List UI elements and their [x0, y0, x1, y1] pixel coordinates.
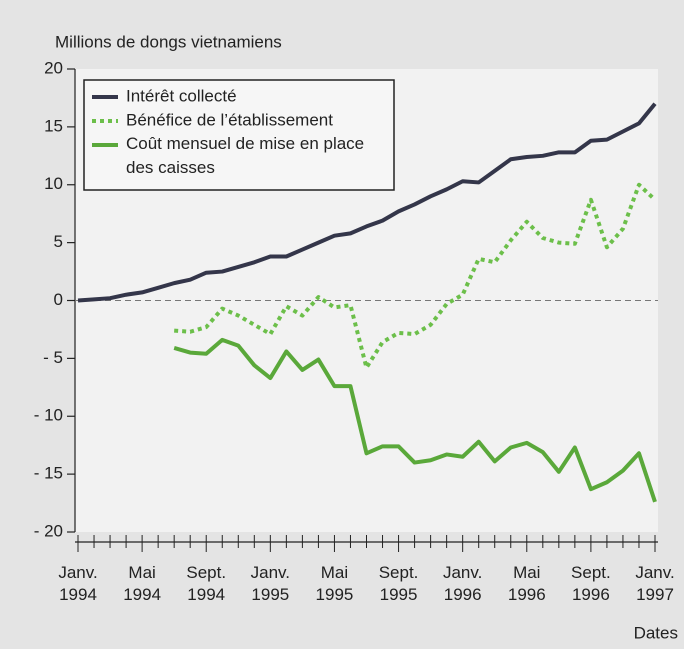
y-tick-label: 15	[44, 116, 63, 135]
legend-label: Intérêt collecté	[126, 86, 237, 105]
legend-box	[83, 79, 395, 191]
legend-line: Coût mensuel de mise en place	[126, 134, 364, 153]
y-axis-label: Millions de dongs vietnamiens	[55, 32, 282, 51]
x-tick-label: Sept. 1994	[186, 563, 227, 604]
series-line	[77, 102, 657, 303]
legend-line: des caisses	[126, 158, 215, 177]
x-tick-label: Sept. 1995	[378, 563, 419, 604]
legend-label: Bénéfice de l’établissement	[126, 110, 333, 129]
x-tick-label: Janv. 1997	[635, 563, 675, 604]
x-tick-label: Mai 1996	[507, 563, 546, 604]
legend-label: Coût mensuel de mise en place des caisses	[126, 134, 364, 177]
x-tick-label: Janv. 1995	[250, 563, 291, 604]
x-tick-label: Mai 1994	[123, 563, 162, 604]
x-axis-label: Dates	[634, 623, 678, 642]
y-tick-label: 20	[44, 58, 63, 77]
y-tick-label: 10	[44, 174, 63, 193]
series-line	[174, 182, 657, 370]
y-tick-label: - 20	[34, 521, 63, 540]
y-tick-label: - 10	[34, 406, 63, 425]
x-tick-label: Janv. 1996	[442, 563, 483, 604]
y-tick-label: - 5	[43, 348, 63, 367]
x-tick-label: Janv. 1994	[58, 563, 98, 604]
y-tick-label: 5	[54, 232, 63, 251]
x-tick-label: Sept. 1996	[571, 563, 611, 604]
x-tick-label: Mai 1995	[315, 563, 354, 604]
y-tick-label: 0	[54, 290, 63, 309]
y-tick-label: - 15	[34, 464, 63, 483]
series-line	[173, 337, 657, 503]
